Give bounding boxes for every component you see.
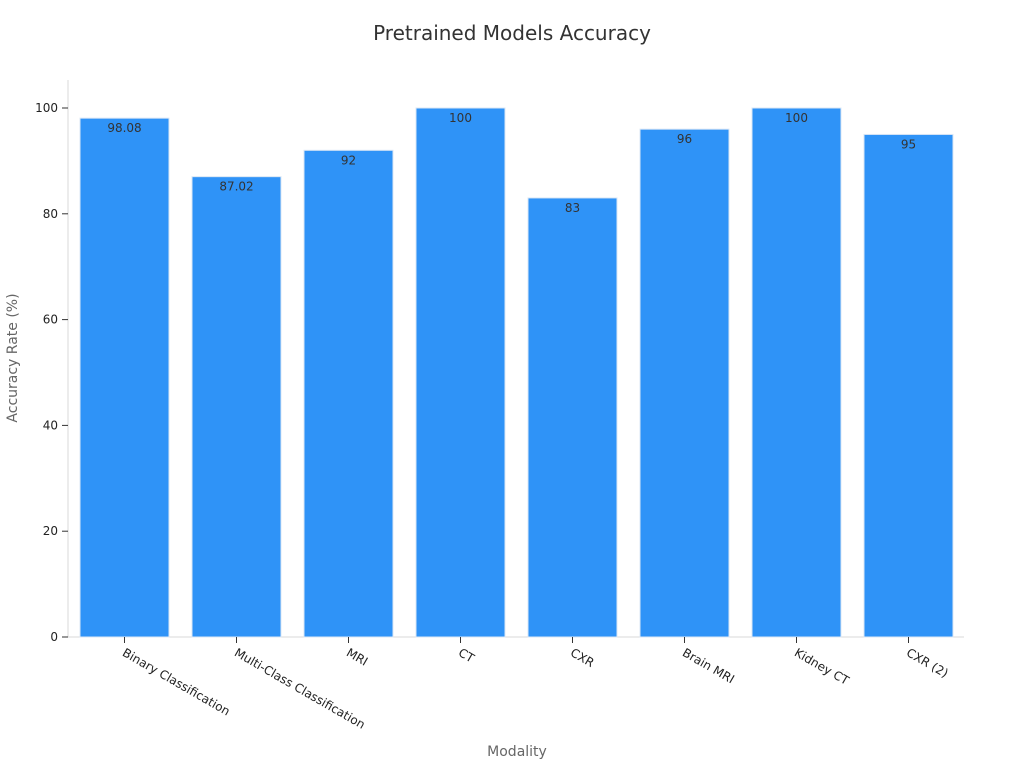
bar (639, 128, 730, 638)
y-tick-label: 80 (43, 207, 58, 221)
bar (303, 149, 394, 638)
y-tick-label: 20 (43, 524, 58, 538)
bar-value-label: 92 (341, 153, 356, 167)
bar (191, 176, 282, 638)
x-tick-label: Brain MRI (680, 645, 737, 686)
bar (79, 117, 170, 638)
x-tick-label: CXR (568, 645, 597, 670)
bar-value-label: 98.08 (107, 121, 141, 135)
y-tick-label: 60 (43, 313, 58, 327)
bar (415, 107, 506, 638)
y-tick-label: 100 (35, 101, 58, 115)
x-axis-label: Modality (487, 744, 547, 760)
y-tick-label: 40 (43, 418, 58, 432)
x-tick-label: Binary Classification (120, 645, 232, 718)
y-ticks-group: 0 20 40 60 80 100 (35, 101, 68, 644)
bar (527, 197, 618, 638)
bar-value-label: 87.02 (219, 180, 253, 194)
x-ticks-group: Binary Classification Multi-Class Classif… (120, 637, 951, 732)
bar-value-label: 100 (785, 111, 808, 125)
x-tick-label: CT (456, 645, 477, 665)
chart-title: Pretrained Models Accuracy (373, 21, 651, 45)
bar-value-label: 83 (565, 201, 580, 215)
y-axis-label: Accuracy Rate (%) (5, 293, 21, 422)
y-tick-label: 0 (50, 630, 58, 644)
x-tick-label: Kidney CT (792, 645, 852, 688)
bar-value-label: 96 (677, 132, 692, 146)
bar-value-label: 100 (449, 111, 472, 125)
bars-group: 98.08 87.02 92 100 83 96 100 95 (79, 107, 954, 638)
x-tick-label: CXR (2) (904, 645, 951, 680)
bar (751, 107, 842, 638)
x-tick-label: MRI (344, 645, 370, 668)
bar (863, 133, 954, 638)
bar-value-label: 95 (901, 137, 916, 151)
